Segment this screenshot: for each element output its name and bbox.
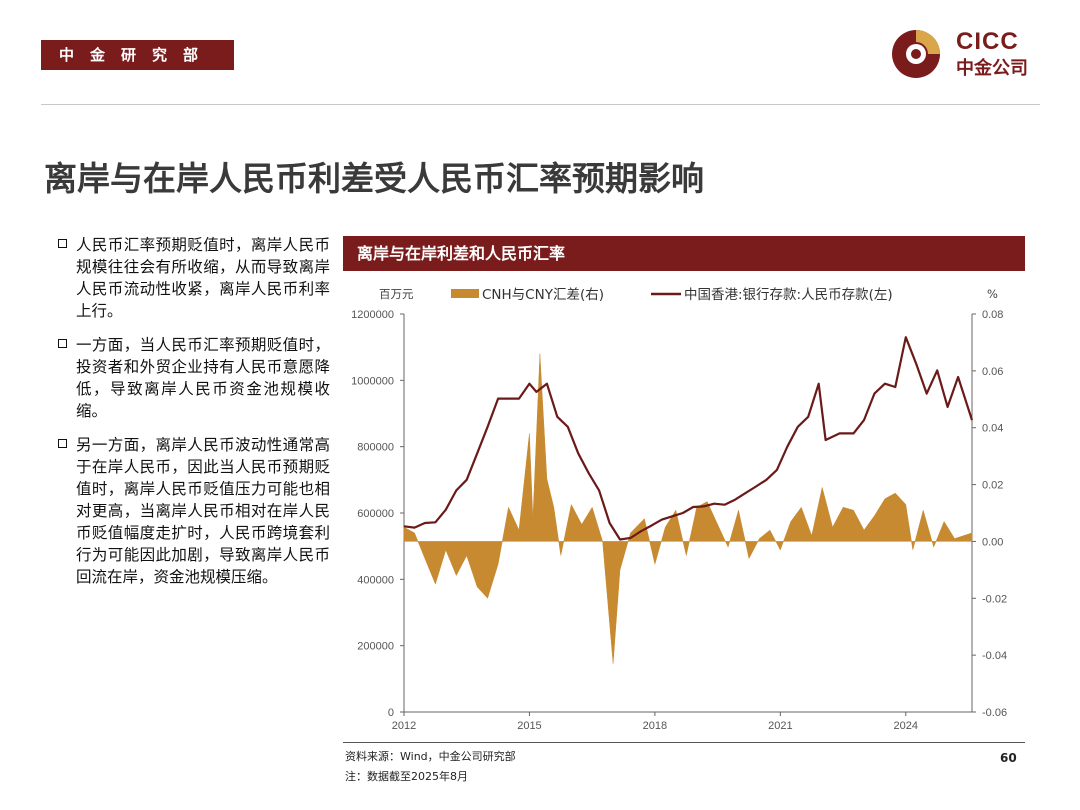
data-note: 注：数据截至2025年8月 — [345, 770, 468, 783]
right-tick-label: 0.08 — [982, 309, 1003, 321]
cicc-logo: CICC 中金公司 — [888, 26, 1048, 82]
bullet-square-icon — [58, 239, 67, 248]
page-number: 60 — [1000, 751, 1017, 765]
right-tick-label: 0.06 — [982, 366, 1003, 378]
right-tick-label: -0.04 — [982, 650, 1007, 662]
legend-label-deposits: 中国香港:银行存款:人民币存款(左) — [684, 287, 893, 303]
series-spread — [403, 353, 973, 664]
x-tick-label: 2018 — [643, 720, 667, 732]
bullet-square-icon — [58, 439, 67, 448]
left-tick-label: 600000 — [357, 508, 394, 520]
legend: CNH与CNY汇差(右) 中国香港:银行存款:人民币存款(左) — [451, 287, 893, 303]
header-divider — [41, 104, 1040, 105]
bullet-item: 人民币汇率预期贬值时，离岸人民币规模往往会有所收缩，从而导致离岸人民币流动性收紧… — [58, 234, 330, 322]
right-tick-label: -0.02 — [982, 593, 1007, 605]
right-tick-label: 0.04 — [982, 423, 1003, 435]
logo-text-en: CICC — [956, 28, 1019, 55]
bullet-list: 人民币汇率预期贬值时，离岸人民币规模往往会有所收缩，从而导致离岸人民币流动性收紧… — [58, 234, 330, 600]
department-tag: 中金研究部 — [41, 40, 234, 70]
page-title: 离岸与在岸人民币利差受人民币汇率预期影响 — [44, 159, 704, 198]
bullet-text: 人民币汇率预期贬值时，离岸人民币规模往往会有所收缩，从而导致离岸人民币流动性收紧… — [76, 236, 330, 320]
x-axis-ticks: 2012 2015 2018 2021 2024 — [392, 712, 918, 732]
deposit-spread-chart: 百万元 % CNH与CNY汇差(右) 中国香港:银行存款:人民币存款(左) 02… — [351, 287, 1007, 732]
source-divider — [343, 742, 1025, 743]
right-tick-label: -0.06 — [982, 707, 1007, 719]
bullet-text: 一方面，当人民币汇率预期贬值时，投资者和外贸企业持有人民币意愿降低，导致离岸人民… — [76, 336, 330, 420]
left-tick-label: 1200000 — [351, 309, 394, 321]
right-tick-label: 0.00 — [982, 536, 1003, 548]
spread-area — [403, 353, 973, 664]
source-note: 资料来源：Wind，中金公司研究部 — [345, 750, 516, 763]
bullet-item: 一方面，当人民币汇率预期贬值时，投资者和外贸企业持有人民币意愿降低，导致离岸人民… — [58, 334, 330, 422]
left-tick-label: 800000 — [357, 442, 394, 454]
deposits-line — [403, 336, 974, 541]
bullet-square-icon — [58, 339, 67, 348]
left-axis-ticks: 0 200000 400000 600000 800000 1000000 1200000 — [351, 309, 404, 719]
right-axis-ticks: -0.06 -0.04 -0.02 0.00 0.02 0.04 0.06 0.08 — [972, 309, 1007, 719]
bullet-text: 另一方面，离岸人民币波动性通常高于在岸人民币，因此当人民币预期贬值时，离岸人民币… — [76, 436, 330, 586]
legend-swatch-spread — [451, 289, 479, 298]
legend-label-spread: CNH与CNY汇差(右) — [482, 287, 604, 303]
series-deposits — [403, 336, 974, 541]
chart-title: 离岸与在岸利差和人民币汇率 — [343, 236, 1025, 271]
left-axis-unit: 百万元 — [379, 287, 414, 301]
right-tick-label: 0.02 — [982, 480, 1003, 492]
cicc-logo-mark — [892, 30, 940, 78]
x-tick-label: 2024 — [894, 720, 918, 732]
bullet-item: 另一方面，离岸人民币波动性通常高于在岸人民币，因此当人民币预期贬值时，离岸人民币… — [58, 434, 330, 588]
right-axis-unit: % — [987, 287, 998, 301]
x-tick-label: 2021 — [768, 720, 792, 732]
left-tick-label: 0 — [388, 707, 394, 719]
left-tick-label: 400000 — [357, 574, 394, 586]
x-tick-label: 2012 — [392, 720, 416, 732]
x-tick-label: 2015 — [517, 720, 541, 732]
left-tick-label: 200000 — [357, 641, 394, 653]
logo-text-cn: 中金公司 — [956, 58, 1028, 79]
left-tick-label: 1000000 — [351, 375, 394, 387]
